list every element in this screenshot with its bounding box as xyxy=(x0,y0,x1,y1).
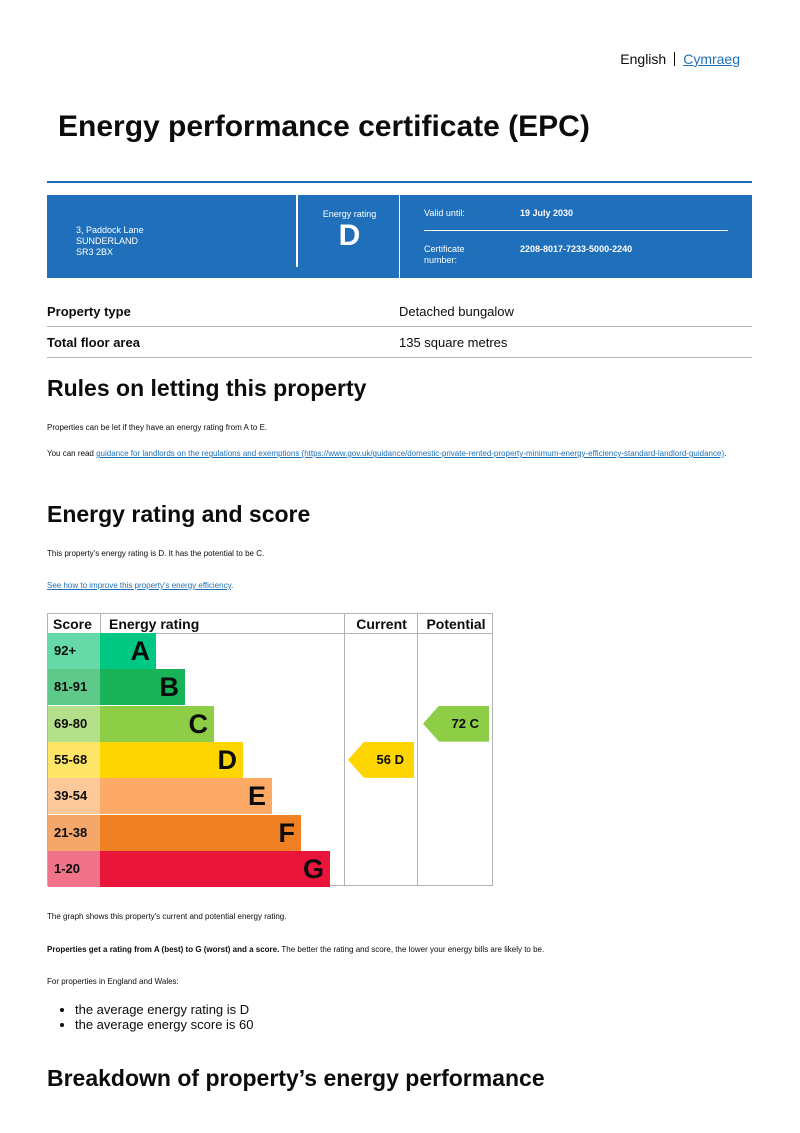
property-row: Total floor area 135 square metres xyxy=(47,327,752,358)
list-item: the average energy rating is D xyxy=(75,1002,254,1017)
graph-caption: The graph shows this property's current … xyxy=(47,912,287,921)
rating-text: This property's energy rating is D. It h… xyxy=(47,549,265,558)
current-rating-arrow: 56 D xyxy=(348,741,414,778)
divider xyxy=(100,614,101,633)
address-line: 3, Paddock Lane xyxy=(76,225,144,235)
divider xyxy=(399,195,400,278)
list-item: the average energy score is 60 xyxy=(75,1017,254,1032)
header-current: Current xyxy=(356,616,407,632)
letting-guidance: You can read guidance for landlords on t… xyxy=(47,448,747,459)
certificate-number: 2208-8017-7233-5000-2240 xyxy=(520,244,633,254)
guidance-link[interactable]: guidance for landlords on the regulation… xyxy=(96,449,724,458)
rating-heading: Energy rating and score xyxy=(47,501,311,527)
averages-list: the average energy rating is D the avera… xyxy=(47,1002,254,1032)
band-score: 92+ xyxy=(48,633,100,669)
band-letter: C xyxy=(188,708,209,739)
divider xyxy=(48,633,492,634)
band-letter: G xyxy=(302,853,324,884)
improve-link[interactable]: See how to improve this property's energ… xyxy=(47,581,231,590)
band-bar: F xyxy=(100,814,301,851)
band-bar: G xyxy=(100,850,330,887)
property-summary: Property type Detached bungalow Total flo… xyxy=(47,296,752,358)
potential-rating-arrow: 72 C xyxy=(423,705,489,742)
band-letter: A xyxy=(130,636,151,666)
bold-text: Properties get a rating from A (best) to… xyxy=(47,945,280,954)
lang-english: English xyxy=(620,51,667,67)
breakdown-heading: Breakdown of property’s energy performan… xyxy=(47,1065,545,1091)
band-letter: E xyxy=(247,781,266,812)
address-line: SUNDERLAND xyxy=(76,236,139,246)
band-bar: B xyxy=(100,669,185,706)
band-letter: B xyxy=(159,672,180,703)
lang-cymraeg-link[interactable]: Cymraeg xyxy=(683,51,740,67)
band-score: 69-80 xyxy=(48,705,100,742)
improve-text: See how to improve this property's energ… xyxy=(47,580,747,591)
link-text: guidance for landlords on the regulation… xyxy=(96,449,300,458)
header-potential: Potential xyxy=(426,616,486,632)
energy-rating-chart: Score Energy rating Current Potential 92… xyxy=(47,613,493,887)
property-value: Detached bungalow xyxy=(399,303,514,319)
property-key: Property type xyxy=(47,303,131,319)
band-score: 21-38 xyxy=(48,814,100,851)
property-value: 135 square metres xyxy=(399,334,508,350)
rating-explanation: Properties get a rating from A (best) to… xyxy=(47,944,747,955)
energy-rating-label: Energy rating xyxy=(322,209,377,219)
divider xyxy=(344,614,345,885)
letting-heading: Rules on letting this property xyxy=(47,375,367,401)
letting-text: Properties can be let if they have an en… xyxy=(47,423,268,432)
band-letter: D xyxy=(217,744,238,775)
address: 3, Paddock Lane SUNDERLAND SR3 2BX xyxy=(76,225,144,258)
valid-until-label: Valid until: xyxy=(424,208,465,218)
band-bar: A xyxy=(100,633,156,669)
language-switcher: English Cymraeg xyxy=(620,51,740,67)
summary-banner: 3, Paddock Lane SUNDERLAND SR3 2BX Energ… xyxy=(47,195,752,278)
band-score: 1-20 xyxy=(48,850,100,887)
text: You can read xyxy=(47,449,97,458)
title-rule xyxy=(47,181,752,183)
header-score: Score xyxy=(53,616,92,632)
text: . xyxy=(724,449,727,458)
band-score: 81-91 xyxy=(48,669,100,706)
band-bar: D xyxy=(100,741,243,778)
page-title: Energy performance certificate (EPC) xyxy=(58,110,590,143)
divider xyxy=(296,195,298,267)
averages-intro: For properties in England and Wales: xyxy=(47,977,179,986)
band-bar: E xyxy=(100,778,272,815)
energy-rating-value: D xyxy=(338,219,361,252)
label-line: Certificate xyxy=(424,244,465,254)
valid-until-value: 19 July 2030 xyxy=(520,208,574,218)
property-key: Total floor area xyxy=(47,334,140,350)
header-energy-rating: Energy rating xyxy=(109,616,200,632)
band-letter: F xyxy=(278,817,296,848)
text: . xyxy=(231,581,234,590)
address-line: SR3 2BX xyxy=(76,247,114,257)
divider xyxy=(424,230,728,231)
certificate-label: Certificate number: xyxy=(424,244,465,266)
link-url: (https://www.gov.uk/guidance/domestic-pr… xyxy=(299,449,725,458)
property-row: Property type Detached bungalow xyxy=(47,296,752,327)
divider xyxy=(417,614,418,885)
label-line: number: xyxy=(424,255,458,265)
band-score: 55-68 xyxy=(48,741,100,778)
text: The better the rating and score, the low… xyxy=(279,945,545,954)
divider xyxy=(674,52,676,66)
band-score: 39-54 xyxy=(48,778,100,815)
band-bar: C xyxy=(100,705,214,742)
